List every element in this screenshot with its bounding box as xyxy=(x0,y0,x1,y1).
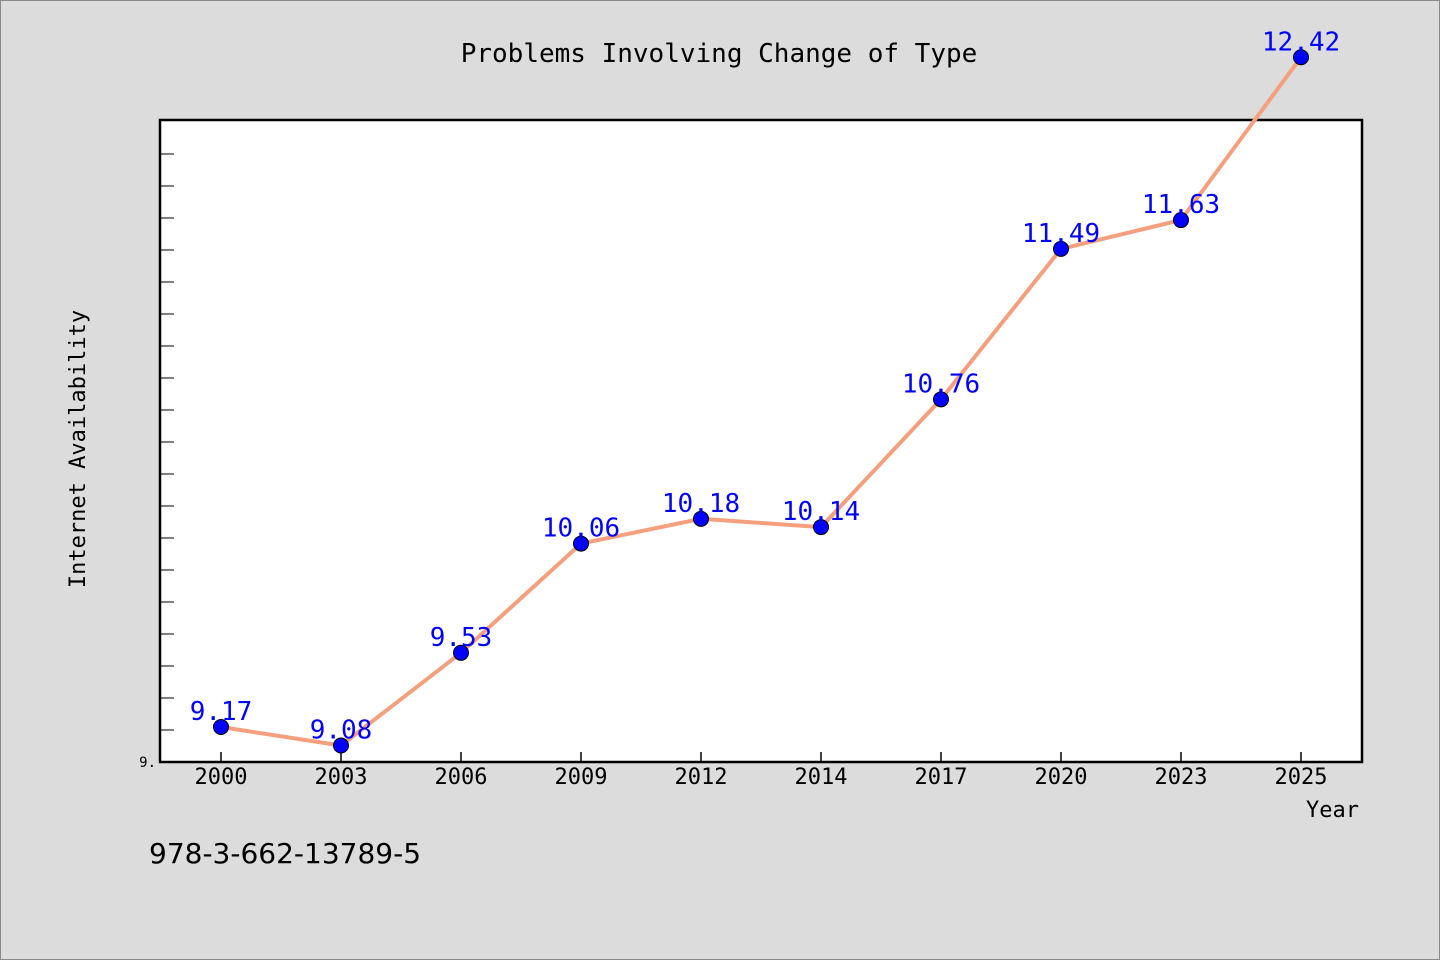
data-points: 9.17 9.08 9.53 10.06 10.18 10.14 10.76 11.49 11.… xyxy=(190,27,1340,754)
data-label: 10.18 xyxy=(662,489,740,519)
x-tick-label: 2023 xyxy=(1155,765,1208,790)
x-axis-ticks xyxy=(220,752,1302,762)
y-axis-label: Internet Availability xyxy=(66,310,91,588)
chart-title: Problems Involving Change of Type xyxy=(461,39,978,69)
x-tick-label: 2006 xyxy=(435,765,488,790)
x-tick-label: 2003 xyxy=(315,765,368,790)
plot-area xyxy=(158,118,1364,764)
x-tick-label: 2020 xyxy=(1035,765,1088,790)
x-tick-label: 2012 xyxy=(675,765,728,790)
data-point xyxy=(813,519,829,536)
data-point xyxy=(1053,240,1069,257)
x-axis-label: Year xyxy=(1306,798,1359,823)
data-label: 9.17 xyxy=(190,697,253,727)
data-label: 10.06 xyxy=(542,514,620,544)
data-point xyxy=(933,391,949,408)
data-point xyxy=(1293,49,1309,66)
x-tick-label: 2014 xyxy=(795,765,848,790)
data-label: 9.53 xyxy=(430,623,493,653)
data-label: 9.08 xyxy=(310,716,373,746)
data-label: 12.42 xyxy=(1262,27,1340,57)
x-tick-label: 2017 xyxy=(915,765,968,790)
data-point xyxy=(573,535,589,552)
data-point xyxy=(213,718,229,735)
x-tick-label: 2000 xyxy=(195,765,248,790)
data-point xyxy=(1173,212,1189,229)
data-point xyxy=(693,510,709,527)
y-axis-ticks xyxy=(160,153,174,731)
y-tick-label: 9. xyxy=(139,755,156,771)
data-label: 10.76 xyxy=(902,369,980,399)
data-point xyxy=(453,644,469,661)
isbn-text: 978-3-662-13789-5 xyxy=(149,837,422,870)
data-label: 10.14 xyxy=(782,497,860,527)
x-tick-labels: 2000 2003 2006 2009 2012 2014 2017 2020 2023 2025 xyxy=(195,765,1328,790)
data-label: 11.63 xyxy=(1142,190,1220,220)
data-label: 11.49 xyxy=(1022,219,1100,249)
x-tick-label: 2009 xyxy=(555,765,608,790)
series-line xyxy=(220,56,1303,748)
data-point xyxy=(333,737,349,754)
x-tick-label: 2025 xyxy=(1275,765,1328,790)
